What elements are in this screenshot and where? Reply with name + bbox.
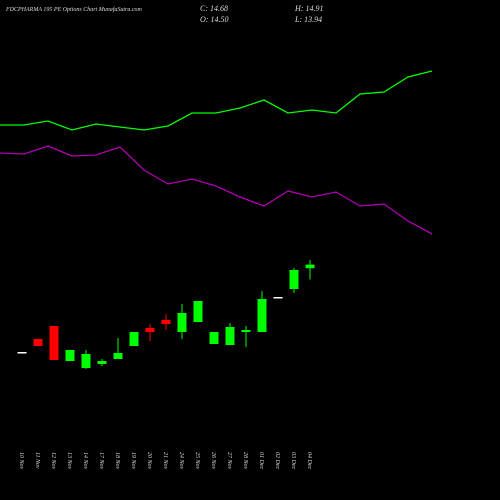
x-tick-label: 19 Nov	[130, 452, 136, 470]
candle-body	[65, 350, 75, 361]
candle-body	[129, 332, 139, 346]
open-label: O: 14.50	[200, 15, 228, 24]
x-tick-label: 04 Dec	[306, 452, 313, 469]
candle-body	[273, 297, 283, 299]
candle-body	[289, 270, 299, 289]
candle-body	[161, 320, 171, 324]
x-tick-label: 26 Nov	[210, 452, 216, 470]
x-tick-label: 17 Nov	[98, 452, 104, 470]
x-tick-label: 10 Nov	[18, 452, 24, 470]
x-tick-label: 01 Dec	[258, 452, 264, 469]
average-line	[0, 145, 433, 235]
candle-body	[33, 339, 43, 346]
candle-body	[241, 330, 251, 332]
average-line	[0, 70, 433, 131]
x-tick-label: 13 Nov	[66, 452, 72, 470]
candle-body	[257, 299, 267, 332]
x-tick-label: 12 Nov	[50, 452, 56, 470]
x-tick-label: 18 Nov	[114, 452, 120, 470]
x-tick-label: 20 Nov	[146, 452, 152, 470]
candle-body	[81, 354, 91, 368]
chart-title: FDCPHARMA 195 PE Options Chart MunafaSut…	[5, 6, 143, 13]
x-tick-label: 28 Nov	[242, 452, 248, 470]
x-tick-label: 27 Nov	[226, 452, 232, 470]
high-label: H: 14.91	[294, 4, 323, 13]
candle-body	[49, 326, 59, 360]
candle-body	[145, 328, 155, 332]
x-tick-label: 21 Nov	[162, 452, 168, 470]
candle-body	[113, 353, 123, 359]
candle-body	[305, 264, 315, 269]
candle-body	[177, 313, 187, 332]
close-label: C: 14.68	[200, 4, 228, 13]
x-tick-label: 02 Dec	[274, 452, 280, 469]
low-label: L: 13.94	[294, 15, 322, 24]
candle-body	[17, 352, 27, 354]
candle-body	[97, 361, 107, 364]
candle-body	[225, 327, 235, 345]
x-tick-label: 11 Nov	[34, 452, 40, 469]
x-tick-label: 24 Nov	[178, 452, 185, 470]
candle-body	[209, 332, 219, 344]
x-tick-label: 03 Dec	[290, 452, 296, 469]
x-tick-label: 25 Nov	[194, 452, 200, 470]
x-tick-label: 14 Nov	[82, 452, 89, 470]
candle-body	[193, 301, 203, 322]
